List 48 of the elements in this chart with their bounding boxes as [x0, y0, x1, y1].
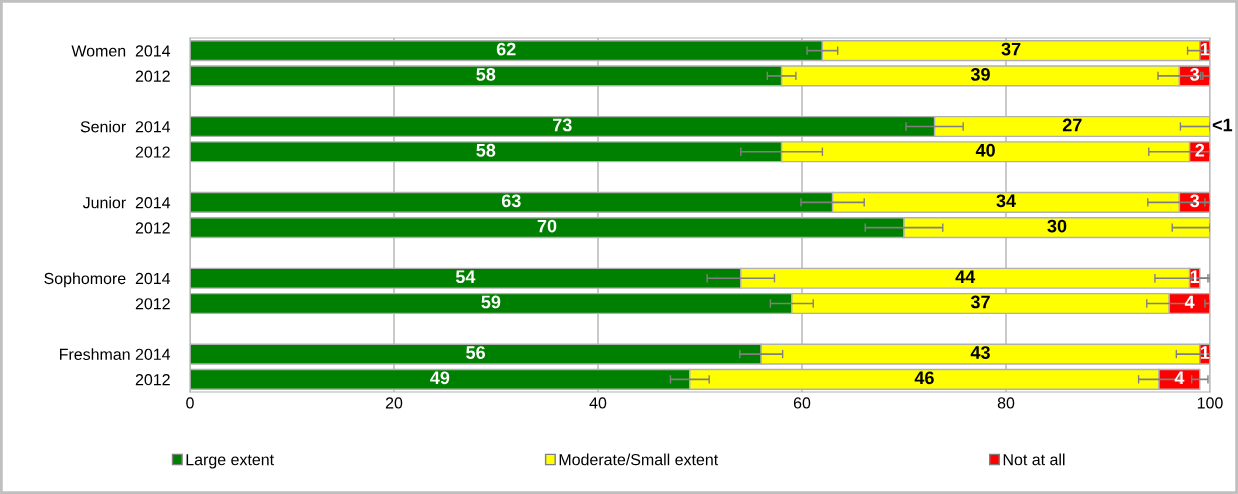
- x-tick-label: 40: [589, 397, 607, 409]
- data-label: 1: [1201, 346, 1210, 359]
- data-label: 63: [501, 194, 521, 208]
- data-label: 59: [481, 295, 501, 309]
- y-tick-label: Senior 2014: [80, 120, 171, 133]
- y-tick-label: Freshman 2014: [60, 348, 171, 361]
- data-label: 37: [970, 295, 990, 309]
- data-label: 58: [476, 143, 496, 157]
- y-tick-label: 2012: [135, 222, 170, 234]
- data-label: 43: [970, 346, 990, 359]
- data-label: 1: [1190, 270, 1200, 283]
- data-label: 40: [975, 143, 995, 157]
- data-label: 4: [1184, 295, 1195, 309]
- x-tick-label: 0: [186, 397, 194, 409]
- y-tick-label: Junior 2014: [82, 196, 171, 209]
- legend-label: Moderate/Small extent: [559, 453, 719, 466]
- y-tick-label: 2012: [135, 373, 170, 386]
- x-tick-label: 20: [385, 397, 403, 409]
- data-label: 58: [476, 67, 496, 81]
- data-label: 3: [1190, 67, 1200, 81]
- y-tick-label: 2012: [135, 298, 170, 310]
- data-label: 1: [1201, 42, 1210, 56]
- x-tick-label: 100: [1197, 397, 1223, 409]
- data-label: 2: [1195, 143, 1205, 157]
- legend-label: Large extent: [186, 454, 274, 469]
- data-label: 46: [914, 371, 934, 385]
- data-label: 56: [466, 346, 485, 359]
- y-tick-label: 2012: [135, 70, 170, 82]
- data-label: 30: [1047, 219, 1067, 233]
- data-label: 44: [955, 270, 976, 283]
- y-tick-label: Women 2014: [71, 45, 171, 57]
- data-label: 4: [1174, 371, 1185, 385]
- legend-label: Not at all: [1003, 453, 1065, 466]
- data-label: 70: [537, 219, 557, 233]
- data-label: 37: [1001, 42, 1021, 56]
- data-label: 73: [553, 118, 572, 132]
- data-label: 62: [496, 42, 516, 56]
- data-label: 54: [455, 270, 476, 284]
- y-tick-label: 2012: [135, 146, 170, 158]
- y-tick-label: Sophomore 2014: [44, 272, 171, 288]
- data-label: 27: [1062, 118, 1082, 132]
- data-label: 34: [996, 194, 1016, 208]
- x-tick-label: 80: [997, 397, 1015, 409]
- data-label: <1: [1212, 118, 1233, 132]
- data-label: 39: [970, 67, 990, 81]
- data-label: 3: [1190, 194, 1200, 208]
- x-tick-label: 60: [793, 397, 811, 409]
- data-label: 49: [430, 371, 450, 385]
